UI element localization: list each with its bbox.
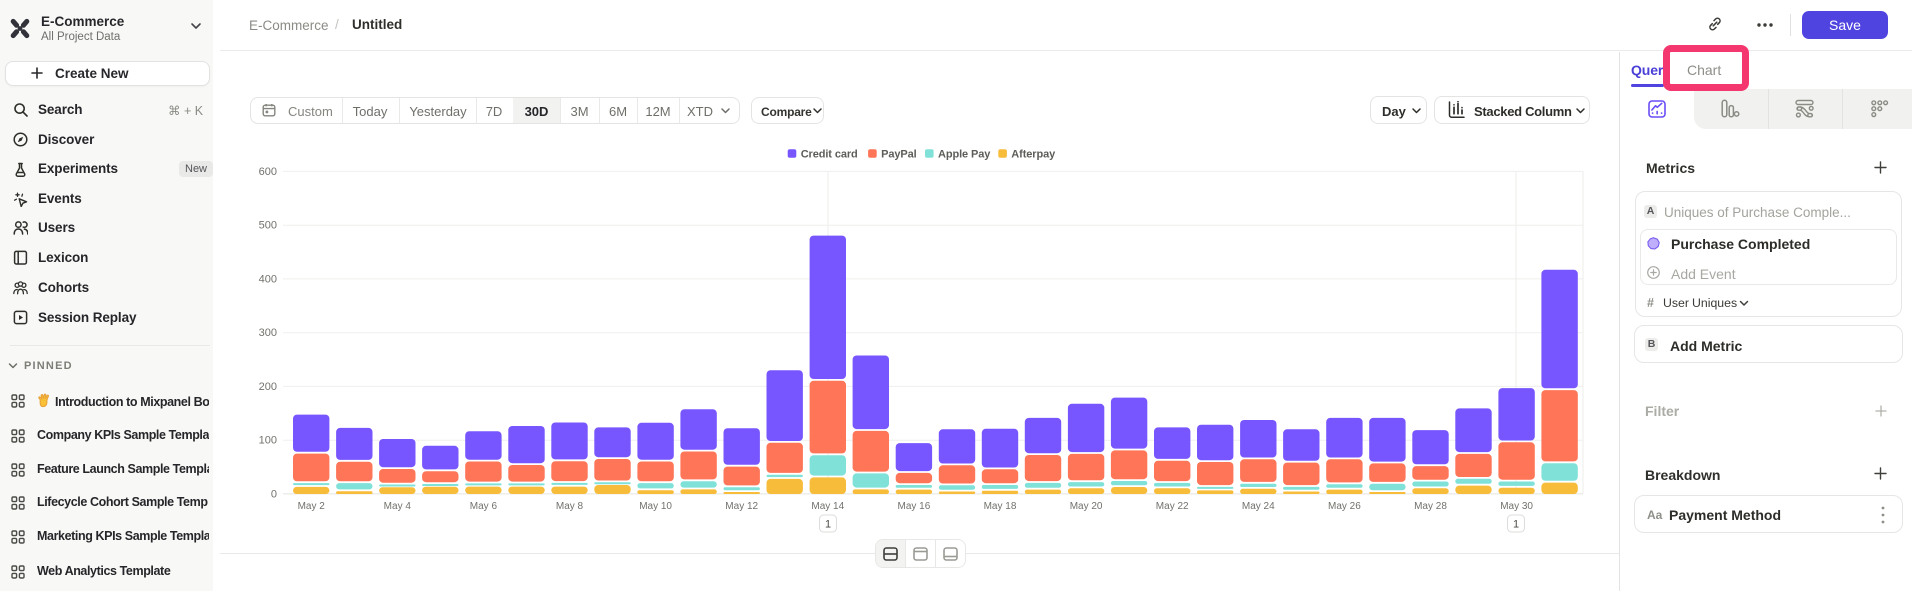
svg-text:0: 0 <box>271 488 277 500</box>
svg-text:May 16: May 16 <box>898 501 931 512</box>
svg-text:500: 500 <box>259 220 277 232</box>
svg-text:May 8: May 8 <box>556 501 584 512</box>
svg-text:200: 200 <box>259 381 277 393</box>
svg-text:May 12: May 12 <box>725 501 758 512</box>
svg-text:1: 1 <box>1513 519 1519 531</box>
svg-text:300: 300 <box>259 327 277 339</box>
svg-text:May 22: May 22 <box>1156 501 1189 512</box>
svg-text:Afterpay: Afterpay <box>1011 148 1056 160</box>
svg-text:May 4: May 4 <box>384 501 412 512</box>
svg-text:400: 400 <box>259 273 277 285</box>
svg-text:May 10: May 10 <box>639 501 672 512</box>
svg-text:May 6: May 6 <box>470 501 498 512</box>
svg-text:May 26: May 26 <box>1328 501 1361 512</box>
svg-text:1: 1 <box>825 519 831 531</box>
svg-text:May 18: May 18 <box>984 501 1017 512</box>
svg-text:May 20: May 20 <box>1070 501 1103 512</box>
svg-text:May 30: May 30 <box>1500 501 1533 512</box>
svg-text:May 28: May 28 <box>1414 501 1447 512</box>
svg-text:PayPal: PayPal <box>881 148 917 160</box>
svg-text:600: 600 <box>259 166 277 178</box>
svg-text:100: 100 <box>259 435 277 447</box>
svg-text:May 2: May 2 <box>298 501 326 512</box>
svg-text:May 14: May 14 <box>811 501 844 512</box>
svg-text:Credit card: Credit card <box>801 148 858 160</box>
svg-text:May 24: May 24 <box>1242 501 1275 512</box>
svg-text:Apple Pay: Apple Pay <box>938 148 991 160</box>
